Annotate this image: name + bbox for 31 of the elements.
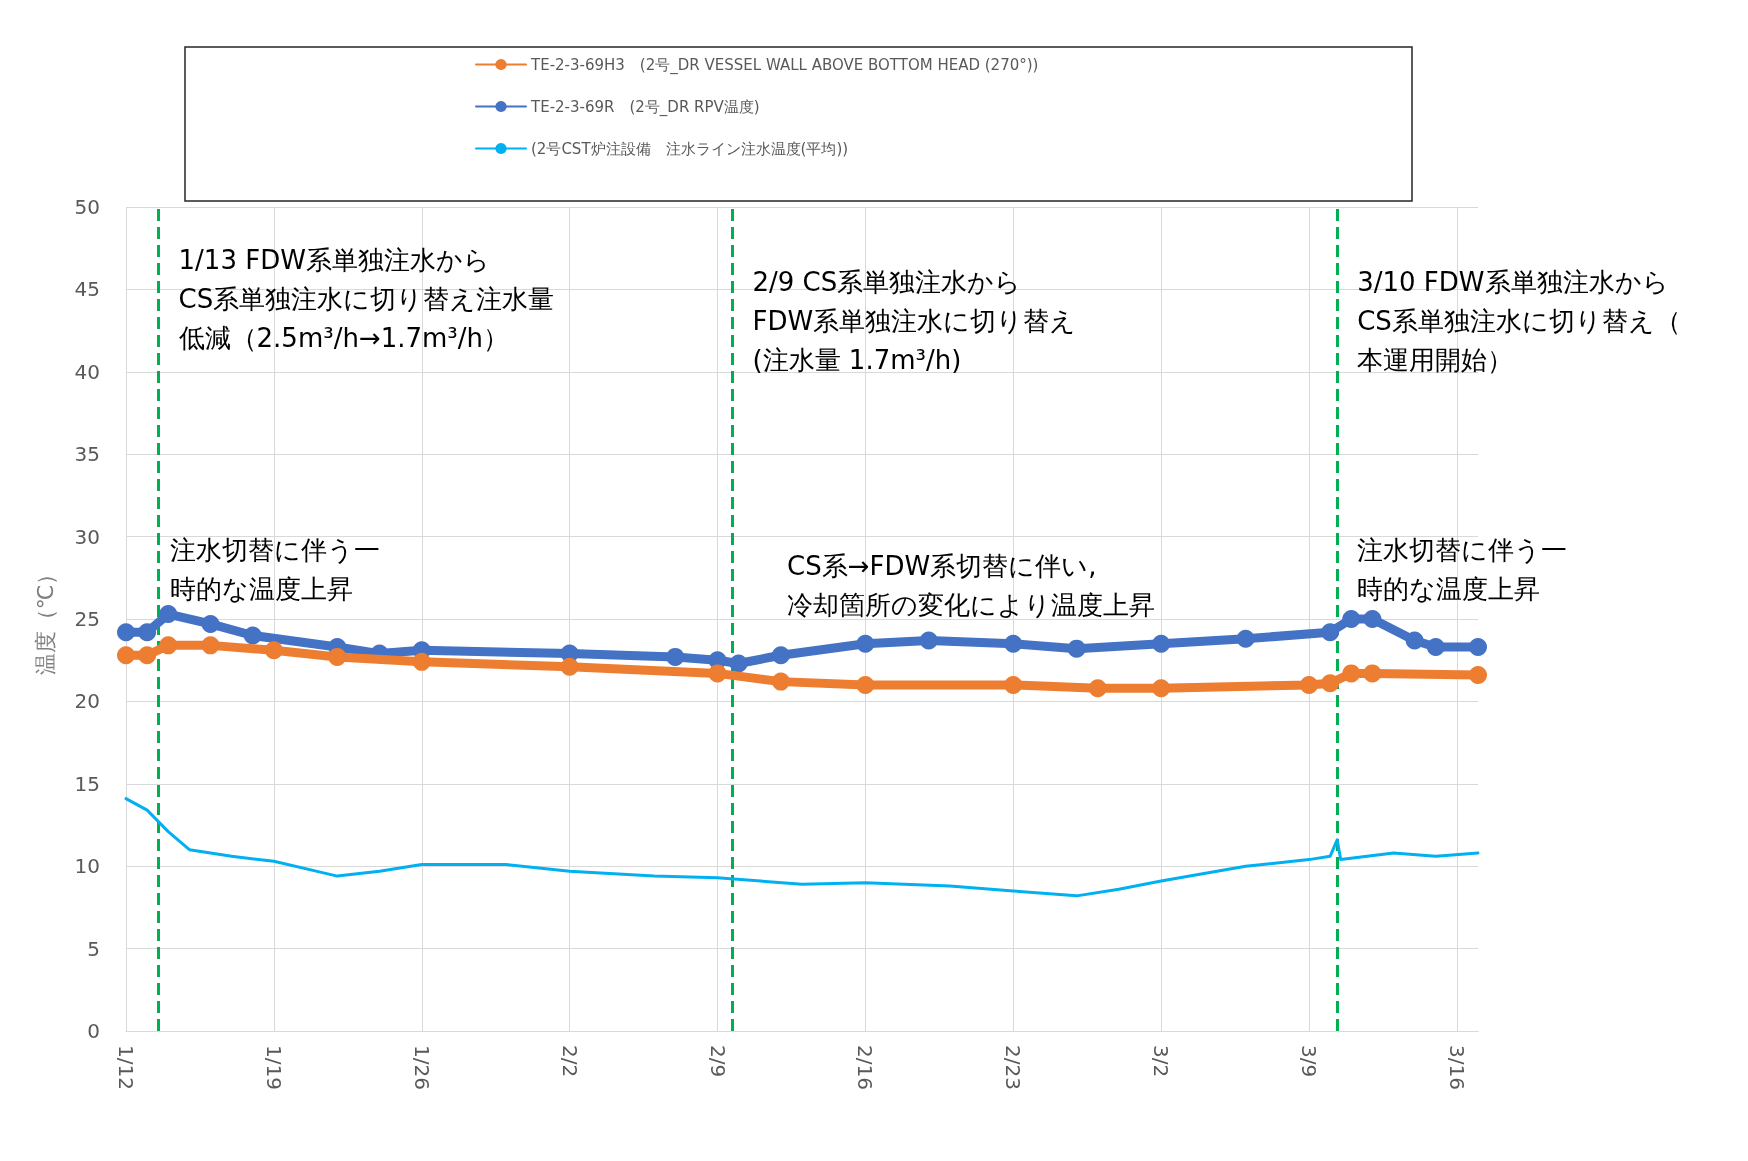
y-tick-label: 25 xyxy=(74,607,100,631)
y-tick-label: 15 xyxy=(74,771,100,796)
y-tick-label: 30 xyxy=(74,524,100,549)
x-tick-label: 2/16 xyxy=(853,1045,878,1090)
y-tick-label: 20 xyxy=(74,689,100,714)
legend-label: (2号CST炉注設備 注水ライン注水温度(平均)) xyxy=(531,139,849,158)
y-tick-label: 5 xyxy=(87,936,100,961)
x-tick-label: 3/16 xyxy=(1444,1045,1469,1090)
ref-line-label: 2/9 CS系単独注水から FDW系単独注水に切り替え (注水量 1.7m³/h) xyxy=(752,266,1077,375)
x-tick-label: 2/23 xyxy=(1001,1045,1026,1090)
x-tick-label: 1/19 xyxy=(261,1045,286,1090)
annotation: 注水切替に伴う一時的な温度上昇 xyxy=(170,534,380,604)
y-tick-label: 0 xyxy=(87,1019,100,1043)
annotation: CS系→FDW系切替に伴い, 冷却箇所の変化により温度上昇 xyxy=(787,550,1155,620)
y-tick-label: 35 xyxy=(74,442,100,467)
legend-label: TE-2-3-69H3 (2号_DR VESSEL WALL ABOVE BOTTOM HEAD (270°)) xyxy=(530,55,1039,75)
ref-line-label: 3/10 FDW系単独注水から CS系単独注水に切り替え（本運用開始） xyxy=(1357,266,1681,375)
legend-label: TE-2-3-69R (2号_DR RPV温度) xyxy=(530,97,760,117)
x-tick-label: 2/9 xyxy=(705,1045,730,1078)
ref-line-label: 1/13 FDW系単独注水から CS系単独注水に切り替え注水量低減（2.5m³/h→1.7m³/h） xyxy=(178,244,555,353)
x-tick-label: 1/26 xyxy=(409,1045,434,1090)
x-tick-label: 3/9 xyxy=(1297,1045,1321,1078)
x-tick-label: 3/2 xyxy=(1149,1045,1174,1078)
y-tick-label: 50 xyxy=(74,195,100,219)
x-tick-label: 2/2 xyxy=(557,1045,582,1078)
annotation: 注水切替に伴う一時的な温度上昇 xyxy=(1357,534,1567,604)
y-tick-label: 40 xyxy=(74,359,100,384)
y-tick-label: 45 xyxy=(74,277,100,302)
y-axis-title: 温度（℃） xyxy=(32,562,58,676)
y-tick-label: 10 xyxy=(74,854,100,879)
x-tick-label: 1/12 xyxy=(114,1045,138,1090)
